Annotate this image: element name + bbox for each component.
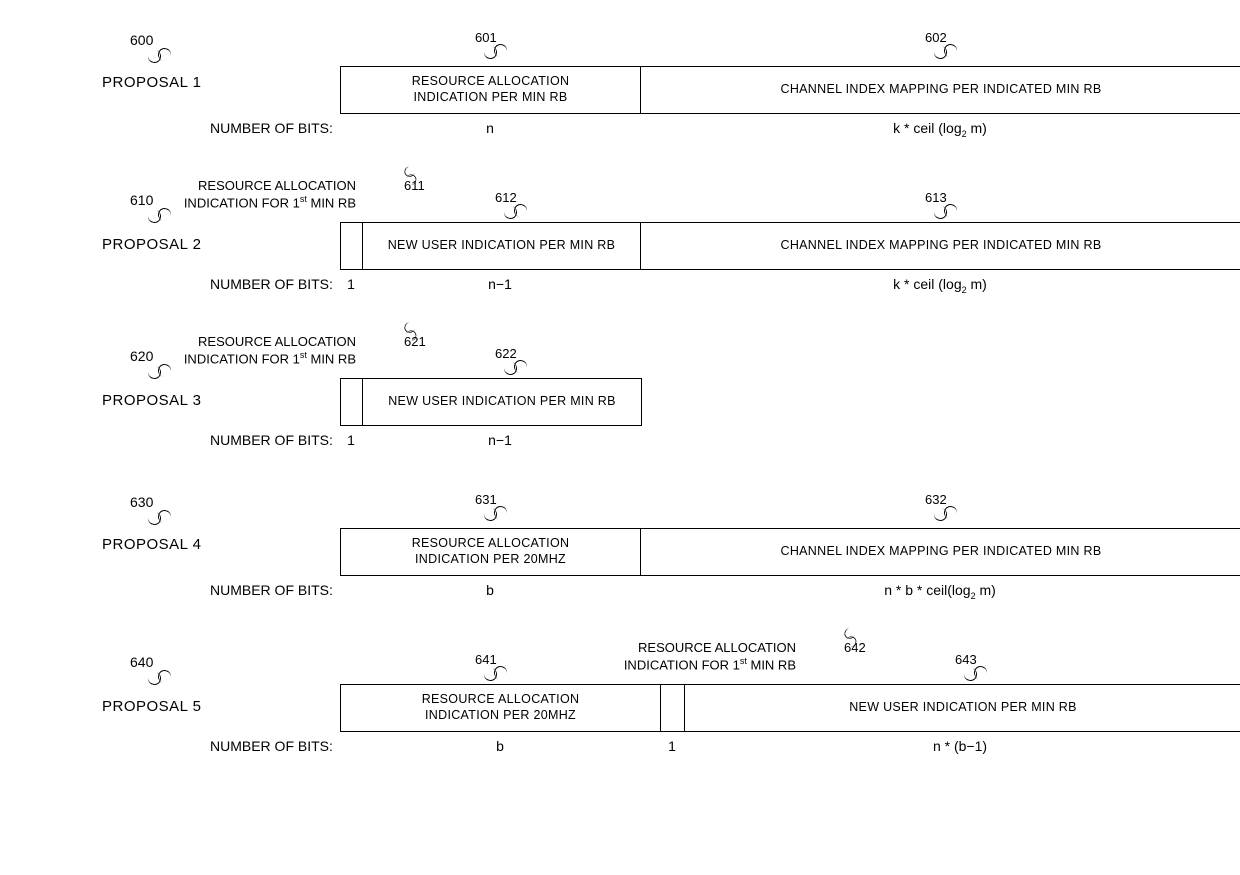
- upper-text-label: RESOURCE ALLOCATION INDICATION FOR 1st M…: [126, 334, 356, 367]
- bits-row: NUMBER OF BITS: n k * ceil (log2 m): [40, 118, 1240, 140]
- squiggle-connector: [148, 210, 172, 222]
- field-ref-id: 643: [955, 652, 977, 667]
- bits-label: NUMBER OF BITS:: [210, 582, 333, 598]
- squiggle-connector: [964, 668, 988, 680]
- field-cell: CHANNEL INDEX MAPPING PER INDICATED MIN …: [641, 67, 1240, 113]
- bits-value: b: [430, 582, 550, 598]
- squiggle-connector: [484, 508, 508, 520]
- field-cell: [661, 685, 685, 731]
- proposal-row: 640 PROPOSAL 5 RESOURCE ALLOCATION INDICAT…: [40, 642, 1200, 758]
- field-ref-id: 622: [495, 346, 517, 361]
- bits-row: NUMBER OF BITS: b n * b * ceil(log2 m): [40, 580, 1240, 602]
- squiggle-connector: [484, 668, 508, 680]
- squiggle-connector: [934, 206, 958, 218]
- bits-value: n−1: [440, 276, 560, 292]
- proposal-row: 620PROPOSAL 3RESOURCE ALLOCATION INDICAT…: [40, 336, 1200, 452]
- proposal-row: 610PROPOSAL 2RESOURCE ALLOCATION INDICAT…: [40, 180, 1200, 296]
- bits-row: NUMBER OF BITS: b 1 n * (b−1): [40, 736, 1240, 758]
- field-cell: [341, 223, 363, 269]
- field-cell: [341, 379, 363, 425]
- squiggle-connector: [148, 672, 172, 684]
- squiggle-connector: [405, 322, 415, 341]
- upper-refs-row: RESOURCE ALLOCATION INDICATION FOR 1st M…: [340, 642, 1240, 684]
- field-cell: CHANNEL INDEX MAPPING PER INDICATED MIN …: [641, 529, 1240, 575]
- diagram-container: 600 PROPOSAL 1 601 602 RESOURCE ALLOCATIONIN…: [40, 30, 1200, 758]
- squiggle-connector: [405, 166, 415, 185]
- proposal-name: PROPOSAL 2: [102, 236, 201, 253]
- proposal-name: PROPOSAL 5: [102, 698, 201, 715]
- upper-refs-row: RESOURCE ALLOCATION INDICATION FOR 1st M…: [340, 336, 1240, 378]
- field-cell: NEW USER INDICATION PER MIN RB: [685, 685, 1240, 731]
- squiggle-connector: [484, 46, 508, 58]
- squiggle-connector: [148, 366, 172, 378]
- field-ref-id: 602: [925, 30, 947, 45]
- bits-value: k * ceil (log2 m): [880, 120, 1000, 139]
- bits-label: NUMBER OF BITS:: [210, 120, 333, 136]
- fields-row: RESOURCE ALLOCATIONINDICATION PER 20MHZ N…: [340, 684, 1240, 732]
- proposal-ref-id: 630: [130, 494, 153, 510]
- bits-value: b: [440, 738, 560, 754]
- bits-value: n−1: [440, 432, 560, 448]
- bits-row: NUMBER OF BITS:1n−1k * ceil (log2 m): [40, 274, 1240, 296]
- field-cell: CHANNEL INDEX MAPPING PER INDICATED MIN …: [641, 223, 1240, 269]
- bits-label: NUMBER OF BITS:: [210, 738, 333, 754]
- bits-value: 1: [291, 276, 411, 292]
- upper-refs-row: 601 602: [340, 30, 1240, 66]
- field-cell: NEW USER INDICATION PER MIN RB: [363, 223, 641, 269]
- fields-row: RESOURCE ALLOCATIONINDICATION PER 20MHZC…: [340, 528, 1240, 576]
- field-cell: RESOURCE ALLOCATIONINDICATION PER MIN RB: [341, 67, 641, 113]
- field-ref-id: 632: [925, 492, 947, 507]
- upper-refs-row: 631 632: [340, 492, 1240, 528]
- squiggle-connector: [148, 512, 172, 524]
- field-cell: RESOURCE ALLOCATIONINDICATION PER 20MHZ: [341, 685, 661, 731]
- bits-value: 1: [612, 738, 732, 754]
- upper-text-label: RESOURCE ALLOCATION INDICATION FOR 1st M…: [566, 640, 796, 673]
- proposal-name: PROPOSAL 4: [102, 536, 201, 553]
- fields-row: NEW USER INDICATION PER MIN RBCHANNEL IN…: [340, 222, 1240, 270]
- squiggle-connector: [148, 50, 172, 62]
- bits-row: NUMBER OF BITS:1n−1: [40, 430, 1240, 452]
- upper-text-label: RESOURCE ALLOCATION INDICATION FOR 1st M…: [126, 178, 356, 211]
- bits-value: 1: [291, 432, 411, 448]
- bits-value: n: [430, 120, 550, 136]
- field-ref-id: 641: [475, 652, 497, 667]
- squiggle-connector: [934, 46, 958, 58]
- bits-value: n * b * ceil(log2 m): [880, 582, 1000, 601]
- fields-row: NEW USER INDICATION PER MIN RB: [340, 378, 642, 426]
- field-cell: NEW USER INDICATION PER MIN RB: [363, 379, 641, 425]
- proposal-ref-id: 640: [130, 654, 153, 670]
- proposal-name: PROPOSAL 3: [102, 392, 201, 409]
- field-ref-id: 613: [925, 190, 947, 205]
- field-ref-id: 612: [495, 190, 517, 205]
- field-ref-id: 631: [475, 492, 497, 507]
- proposal-ref-id: 600: [130, 32, 153, 48]
- proposal-row: 600 PROPOSAL 1 601 602 RESOURCE ALLOCATIONIN…: [40, 30, 1200, 140]
- field-ref-id: 601: [475, 30, 497, 45]
- field-cell: RESOURCE ALLOCATIONINDICATION PER 20MHZ: [341, 529, 641, 575]
- squiggle-connector: [845, 628, 855, 647]
- proposal-name: PROPOSAL 1: [102, 74, 201, 91]
- bits-value: k * ceil (log2 m): [880, 276, 1000, 295]
- fields-row: RESOURCE ALLOCATIONINDICATION PER MIN RB…: [340, 66, 1240, 114]
- proposal-row: 630 PROPOSAL 4 631 632 RESOURCE ALLOCATIONIN…: [40, 492, 1200, 602]
- squiggle-connector: [504, 362, 528, 374]
- squiggle-connector: [934, 508, 958, 520]
- upper-refs-row: RESOURCE ALLOCATION INDICATION FOR 1st M…: [340, 180, 1240, 222]
- bits-value: n * (b−1): [900, 738, 1020, 754]
- squiggle-connector: [504, 206, 528, 218]
